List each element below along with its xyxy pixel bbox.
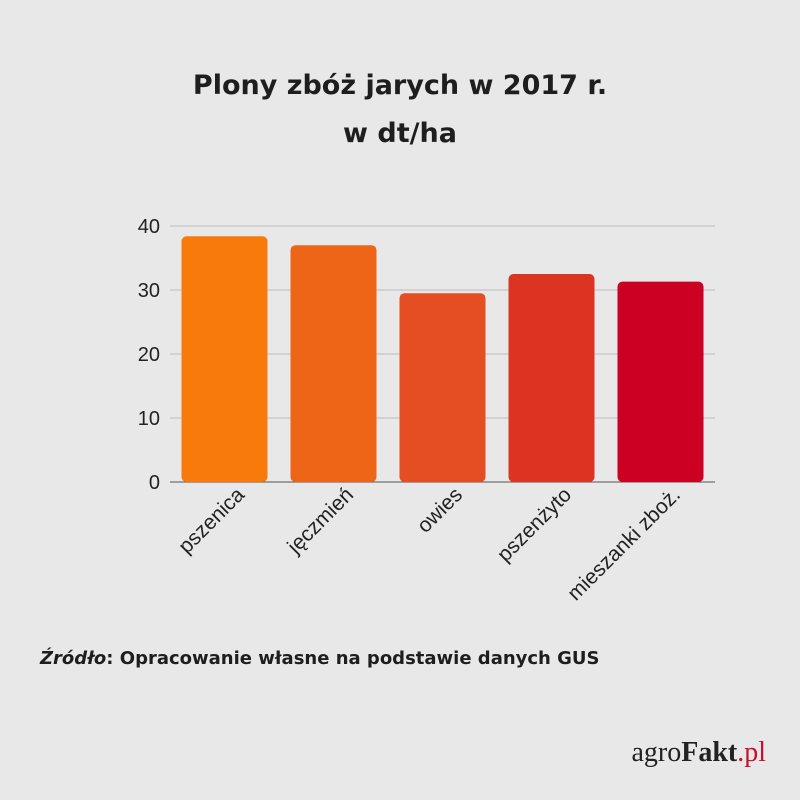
brand-tld: .pl [737, 737, 766, 768]
bar [617, 281, 704, 482]
x-tick-label: pszenica [174, 483, 249, 558]
y-tick-label: 40 [138, 216, 160, 238]
y-tick-label: 0 [149, 472, 160, 494]
y-tick-label: 20 [138, 344, 160, 366]
y-tick-label: 10 [138, 408, 160, 430]
source-label: Źródło [40, 648, 107, 669]
chart-title-line-2: w dt/ha [343, 118, 457, 149]
brand-prefix: agro [631, 737, 682, 768]
bar [508, 274, 595, 482]
x-tick-label: jęczmień [282, 483, 358, 559]
brand-bold: Fakt [681, 737, 738, 768]
x-tick-label: mieszanki zboż. [563, 483, 685, 605]
x-tick-label: owies [413, 483, 467, 537]
source-separator: : [106, 648, 114, 669]
bar [181, 236, 268, 482]
bar [399, 293, 486, 482]
chart-title: Plony zbóż jarych w 2017 r. w dt/ha [0, 62, 800, 158]
source-note: Źródło: Opracowanie własne na podstawie … [40, 648, 600, 669]
source-text: Opracowanie własne na podstawie danych G… [113, 648, 600, 669]
x-tick-label: pszenżyto [493, 483, 576, 566]
brand-logo: agroFakt.pl [631, 737, 766, 769]
y-tick-label: 30 [138, 280, 160, 302]
bar [290, 245, 377, 482]
chart-title-line-1: Plony zbóż jarych w 2017 r. [192, 70, 608, 101]
